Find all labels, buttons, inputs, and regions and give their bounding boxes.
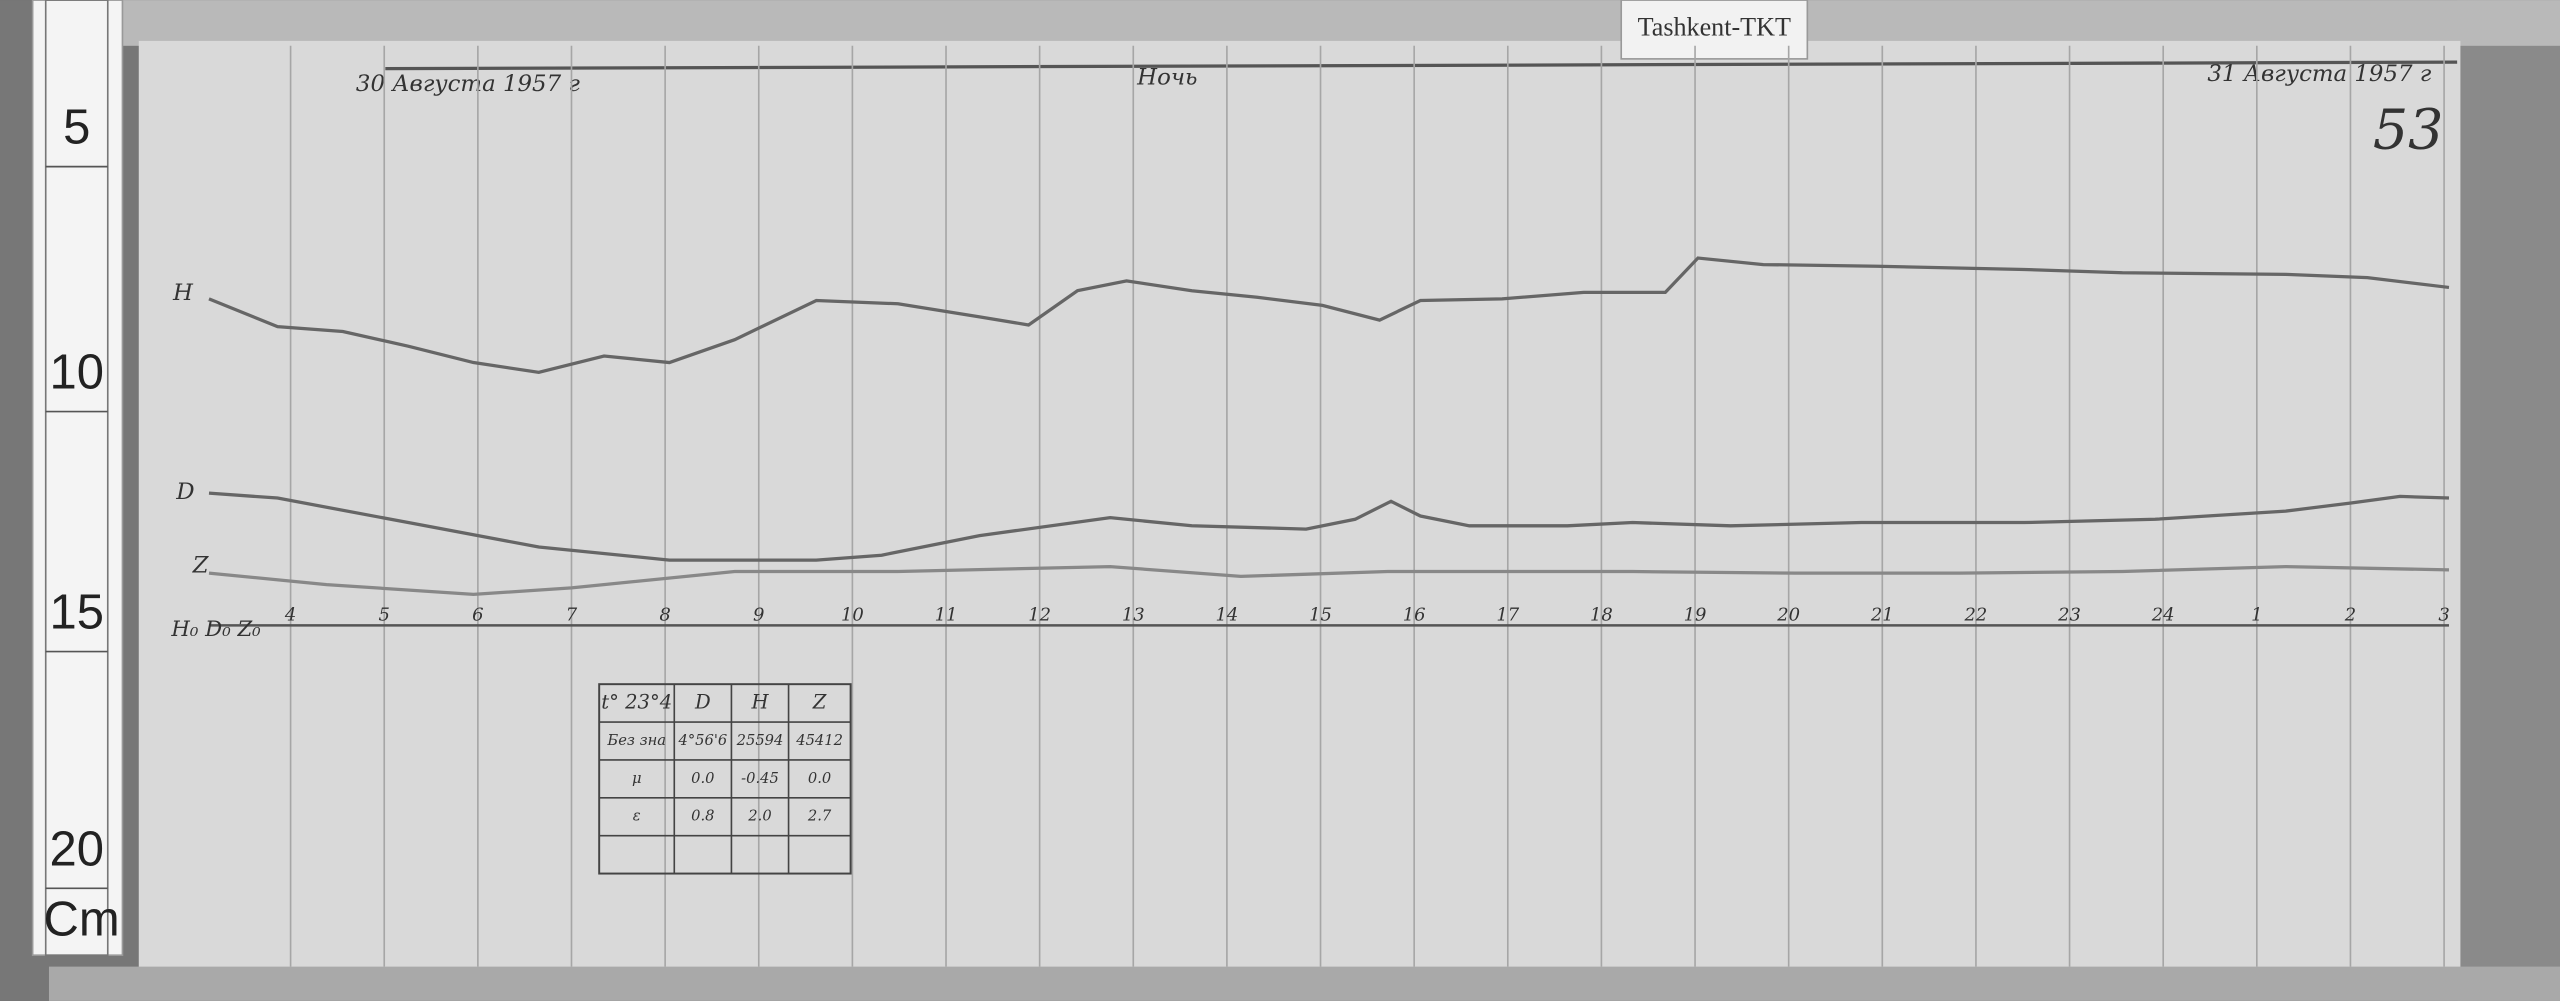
ruler-marks: 5 10 15 20 Cm xyxy=(44,101,120,947)
d-trace xyxy=(208,491,2450,562)
z-trace xyxy=(208,564,2450,597)
table-cell: 45412 xyxy=(795,732,843,749)
table-cell: Z xyxy=(812,691,827,714)
hour-label: 4 xyxy=(284,605,296,626)
hour-grid: 4 5 6 7 8 9 10 11 12 13 14 15 16 17 18 19 20 21 22 23 24 1 2 3 xyxy=(284,45,2450,967)
glass-bottom xyxy=(48,966,2560,1001)
baseline-label: H₀ D₀ Z₀ xyxy=(170,617,261,642)
table-cell: H xyxy=(750,691,769,714)
hour-label: 23 xyxy=(2057,605,2081,626)
center-note: Ночь xyxy=(1136,64,1197,90)
hour-label: 24 xyxy=(2151,605,2175,626)
date-right: 31 Августа 1957 г xyxy=(2207,61,2431,87)
hour-label: 19 xyxy=(1684,605,1707,626)
table-cell: 4°56'6 xyxy=(677,732,727,749)
table-cell: D xyxy=(694,691,711,714)
table-cell: Без зна xyxy=(606,732,666,749)
top-rule xyxy=(385,60,2458,71)
h-label: H xyxy=(172,280,194,306)
constants-table: t° 23°4 D H Z Без зна 4°56'6 25594 45412 μ 0.0 -0.… xyxy=(598,683,852,875)
table-frame xyxy=(598,683,852,875)
ruler-number: 15 xyxy=(50,586,104,640)
station-label: Tashkent-TKT xyxy=(1638,12,1791,41)
hour-label: 2 xyxy=(2344,605,2356,626)
hour-label: 9 xyxy=(753,605,764,626)
date-left: 30 Августа 1957 г xyxy=(356,71,580,97)
hour-label: 16 xyxy=(1403,605,1426,626)
d-label: D xyxy=(175,479,194,505)
table-cell: 0.0 xyxy=(808,770,831,787)
ruler-number: 20 xyxy=(50,822,104,876)
table-cell: 2.0 xyxy=(747,808,771,825)
table-cell: t° 23°4 xyxy=(601,691,672,714)
wood-right xyxy=(2457,0,2560,1001)
table-cell: -0.45 xyxy=(741,770,779,787)
sheet-number: 53 xyxy=(2373,97,2444,162)
hour-label: 17 xyxy=(1496,605,1519,626)
glass-top xyxy=(122,0,2560,46)
h-trace xyxy=(208,256,2450,374)
z-label: Z xyxy=(192,553,210,579)
table-cell: μ xyxy=(632,770,642,787)
hour-label: 22 xyxy=(1964,605,1988,626)
hour-label: 1 xyxy=(2251,605,2262,626)
table-cell: 25594 xyxy=(736,732,784,749)
table-cell: 2.7 xyxy=(807,808,832,825)
hour-label: 14 xyxy=(1215,605,1238,626)
hour-label: 11 xyxy=(935,605,958,626)
table-cell: 0.0 xyxy=(691,770,714,787)
paper xyxy=(138,40,2461,972)
hour-label: 18 xyxy=(1590,605,1613,626)
hour-label: 6 xyxy=(472,605,483,626)
hour-label: 7 xyxy=(566,605,578,626)
table-cell: 0.8 xyxy=(691,808,714,825)
hour-label: 15 xyxy=(1309,605,1332,626)
ruler-number: 10 xyxy=(50,346,104,400)
hour-label: 20 xyxy=(1776,605,1800,626)
hour-label: 21 xyxy=(1870,605,1894,626)
ruler-number: 5 xyxy=(63,101,90,155)
table-cell: ε xyxy=(633,808,641,825)
hour-label: 12 xyxy=(1028,605,1051,626)
hour-label: 5 xyxy=(379,605,390,626)
ruler-inner xyxy=(44,0,109,957)
hour-label: 3 xyxy=(2438,605,2449,626)
hour-label: 8 xyxy=(659,605,670,626)
station-label-box xyxy=(1620,0,1809,60)
hour-label: 13 xyxy=(1122,605,1145,626)
ruler-unit: Cm xyxy=(44,892,120,946)
hour-label: 10 xyxy=(841,605,864,626)
